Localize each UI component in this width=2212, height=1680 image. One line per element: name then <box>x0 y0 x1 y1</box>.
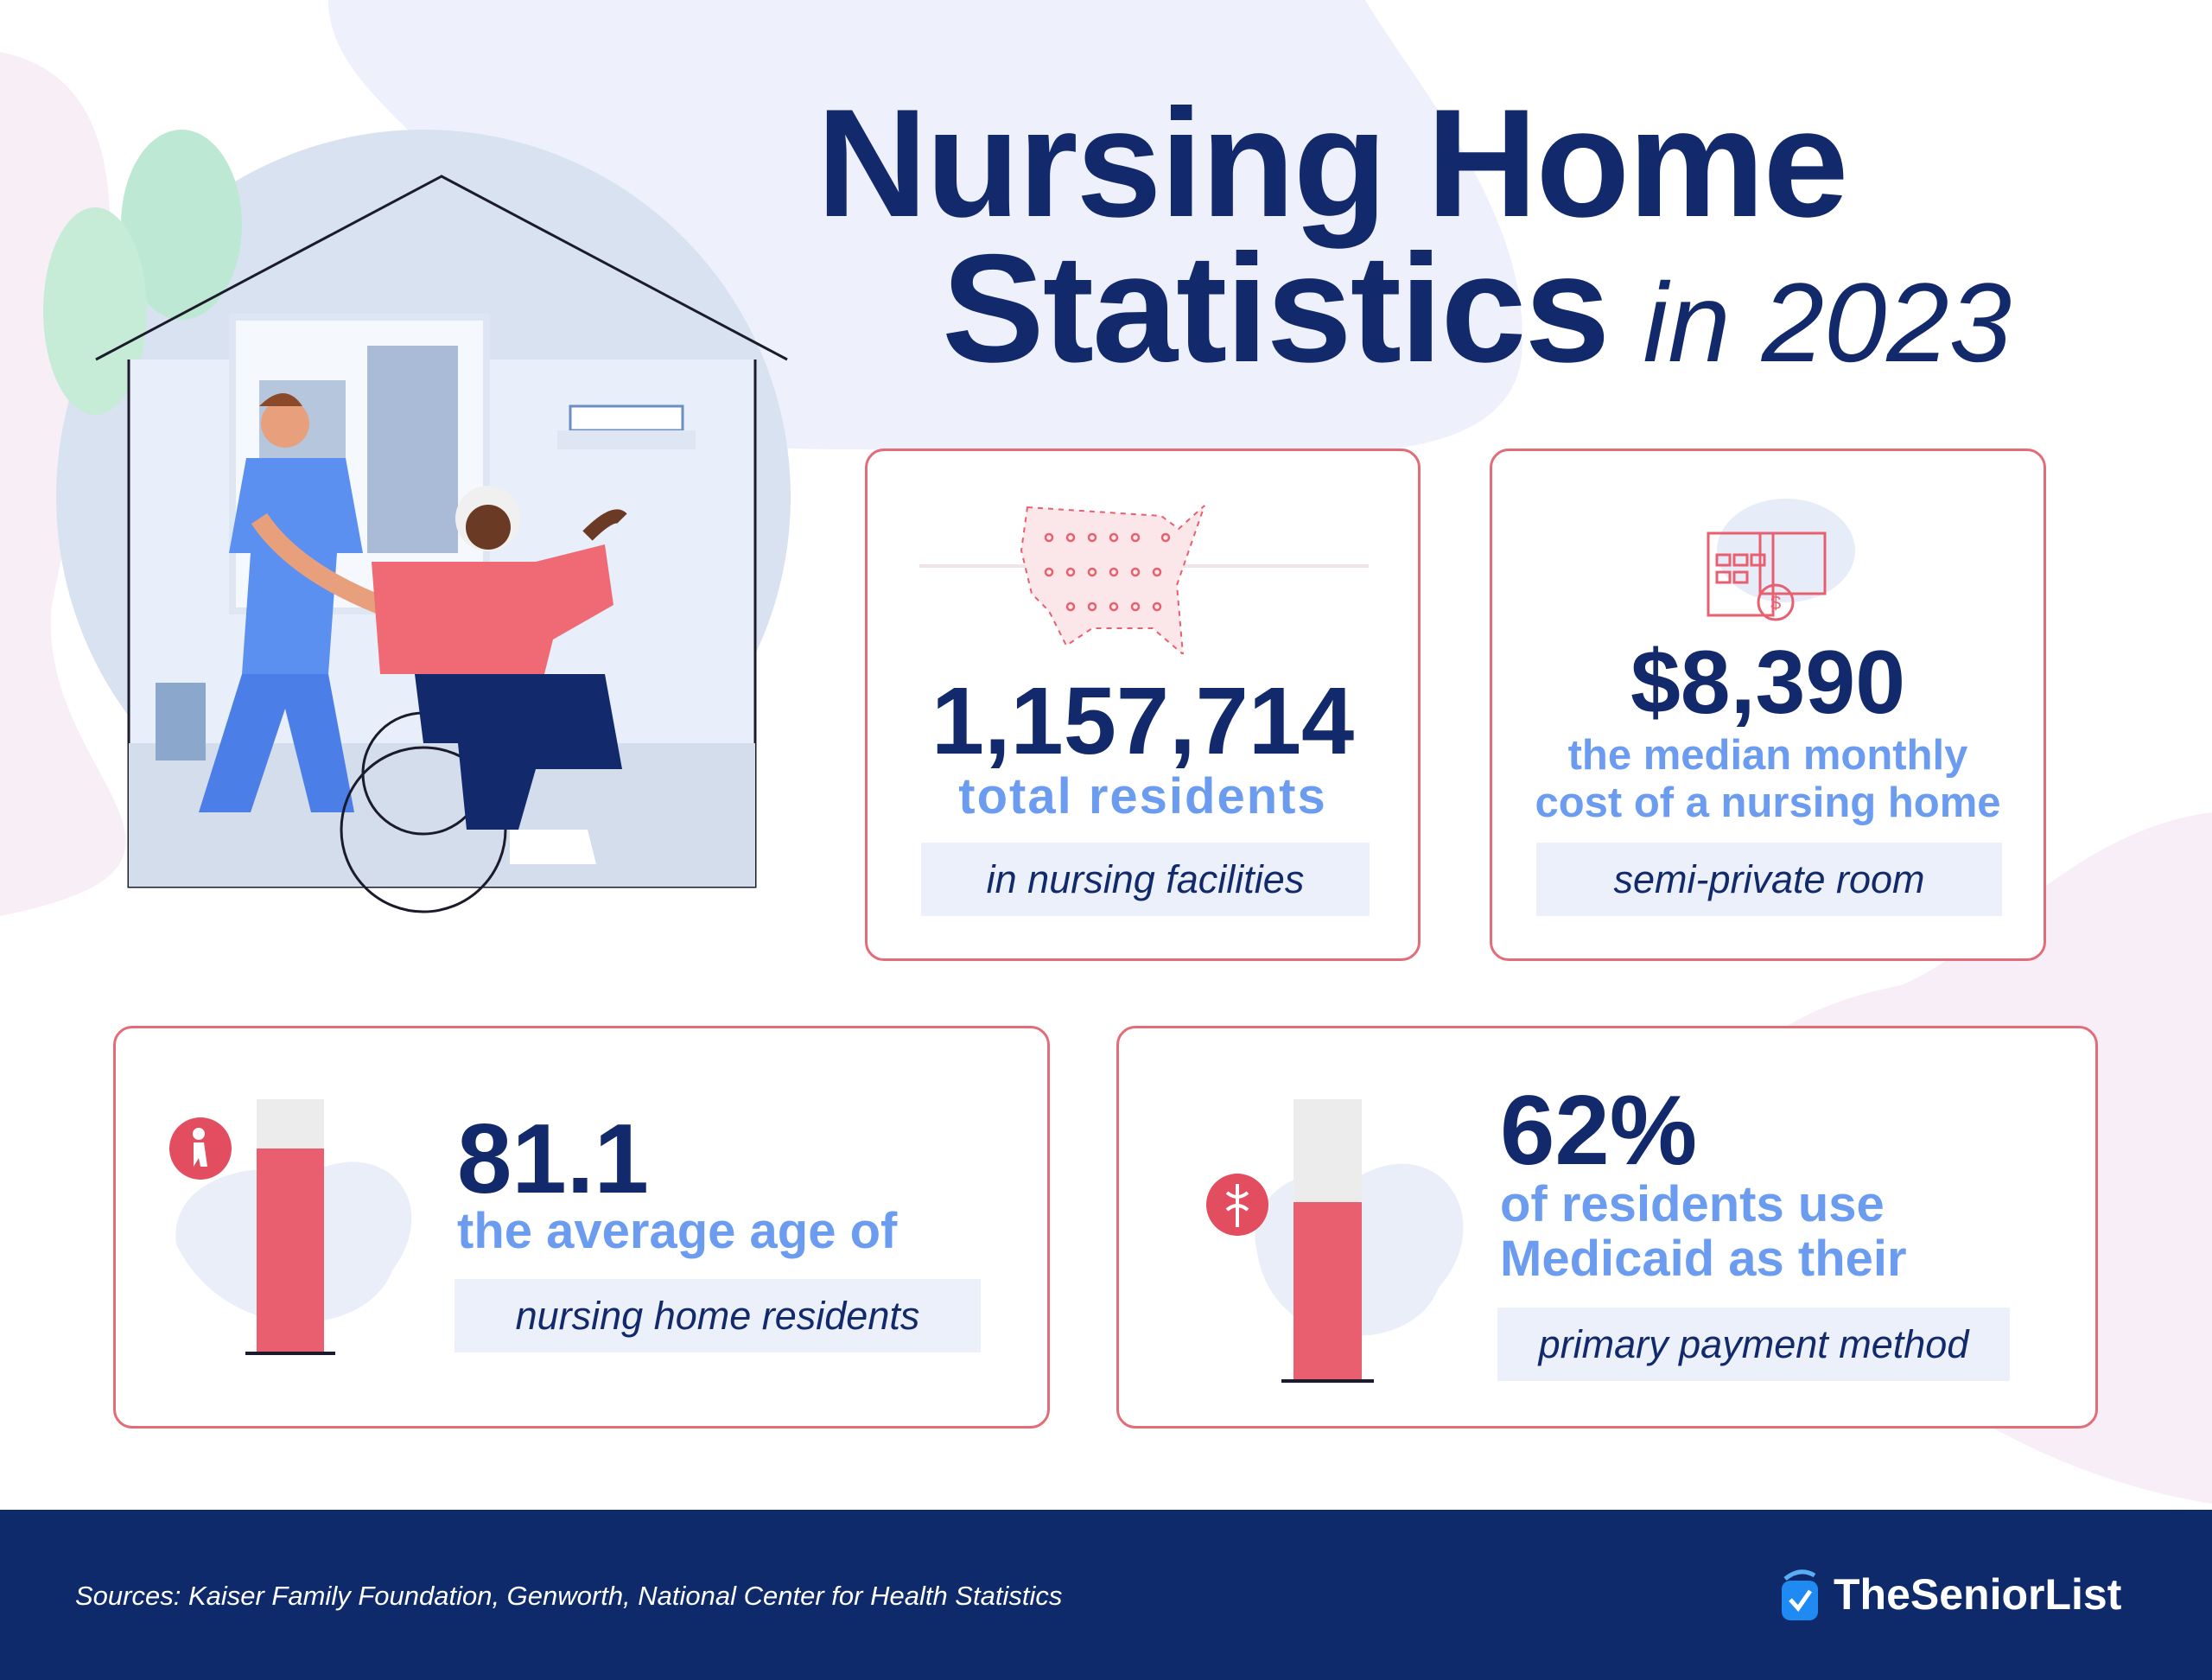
stat-card-median-cost: $ $8,390 the median monthly cost of a nu… <box>1490 449 2046 961</box>
stat-label-line2: cost of a nursing home <box>1535 780 2001 826</box>
stat-card-average-age: 81.1 the average age of nursing home res… <box>113 1026 1050 1429</box>
svg-text:$: $ <box>1770 592 1781 614</box>
bed-calendar-dollar-icon: $ <box>1707 499 1855 621</box>
shield-check-icon <box>1782 1569 1818 1620</box>
stat-label-line1: of residents use <box>1500 1176 1885 1232</box>
gauge-fill <box>1294 1202 1362 1381</box>
gauge-fill <box>257 1149 324 1353</box>
us-map-people-icon <box>919 505 1369 654</box>
page-title-line2: Statistics in 2023 <box>942 232 2012 385</box>
age-thermometer-gauge <box>169 1099 412 1355</box>
page-title-line1: Nursing Home <box>817 77 1848 249</box>
medicaid-thermometer-gauge <box>1206 1099 1464 1383</box>
brand-logo[interactable]: TheSeniorList <box>1778 1567 2121 1622</box>
wheelchair-resident-figure <box>340 486 627 913</box>
stat-card-total-residents: 1,157,714 total residents in nursing fac… <box>865 449 1421 961</box>
plant-leaf <box>121 130 242 320</box>
stat-note: semi-private room <box>1536 843 2002 916</box>
footer: Sources: Kaiser Family Foundation, Genwo… <box>0 1510 2212 1680</box>
page-title-statistics: Statistics <box>942 222 1610 394</box>
stat-label: total residents <box>958 768 1327 824</box>
stat-note: primary payment method <box>1497 1308 2010 1381</box>
stat-note: in nursing facilities <box>921 843 1370 916</box>
caregiver-figure <box>199 393 385 812</box>
stat-label-line1: the median monthly <box>1567 732 1968 779</box>
brand-name: TheSeniorList <box>1834 1570 2122 1619</box>
stat-note: nursing home residents <box>454 1279 981 1352</box>
stat-label-line2: Medicaid as their <box>1500 1231 1907 1287</box>
stat-label: the average age of <box>457 1203 898 1259</box>
sources-text: Sources: Kaiser Family Foundation, Genwo… <box>75 1581 1063 1611</box>
stat-card-medicaid: 62% of residents use Medicaid as their p… <box>1116 1026 2098 1429</box>
stat-value: $8,390 <box>1630 633 1906 733</box>
stat-value: 62% <box>1500 1076 1698 1186</box>
page-title-year: in 2023 <box>1643 259 2012 385</box>
stat-value: 81.1 <box>457 1104 649 1214</box>
stat-value: 1,157,714 <box>931 668 1355 774</box>
